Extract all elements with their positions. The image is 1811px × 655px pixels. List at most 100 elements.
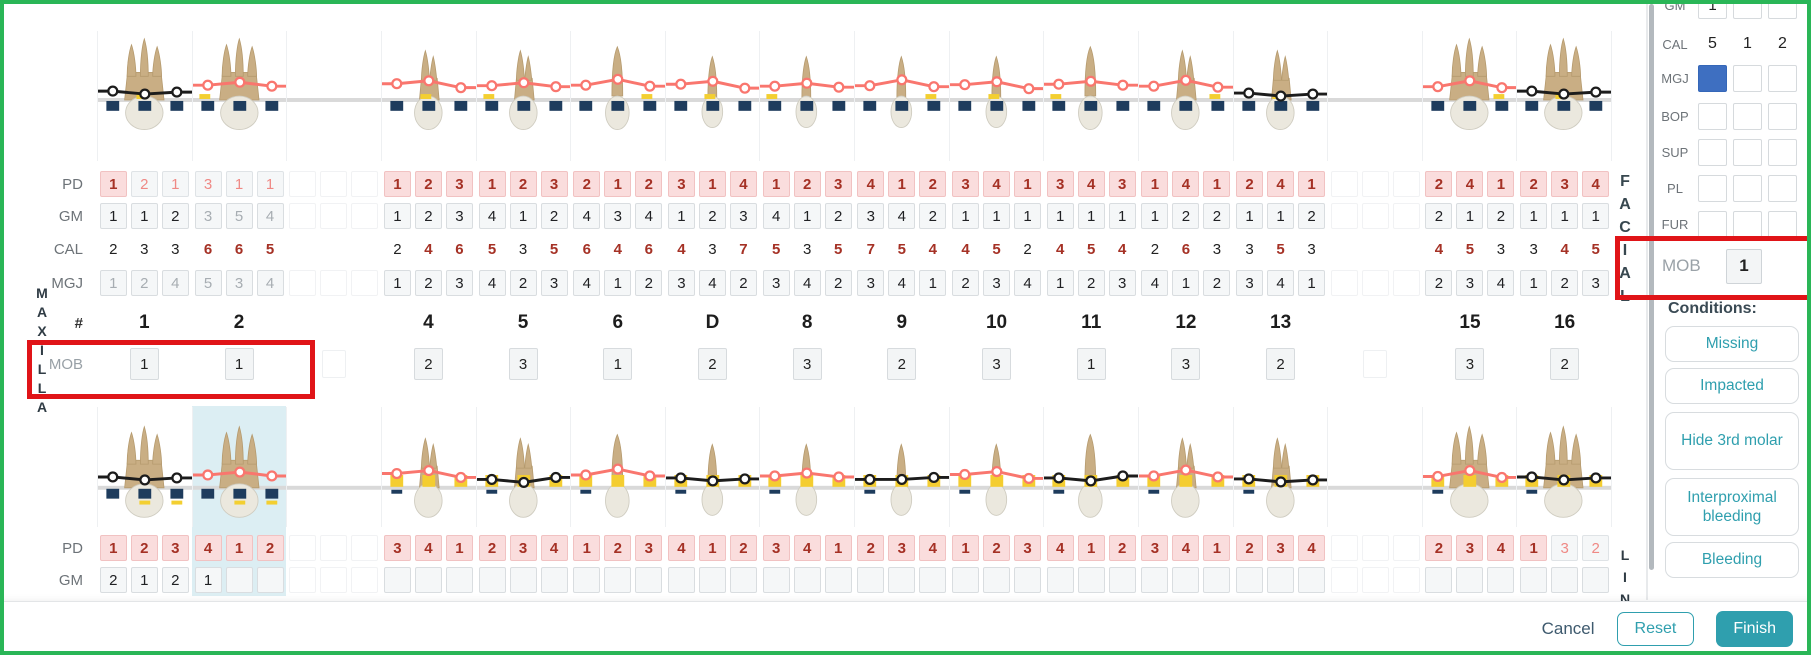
finish-button[interactable]: Finish <box>1716 610 1793 647</box>
mgj-top-cell[interactable]: 2 <box>635 270 663 296</box>
cal-top-value[interactable]: 3 <box>708 240 717 258</box>
cal-top-value[interactable]: 5 <box>549 240 559 258</box>
pd-top-cell[interactable]: 4 <box>1077 171 1105 197</box>
mgj-top-cell[interactable]: 2 <box>952 270 980 296</box>
pd-top-cell[interactable]: 1 <box>478 171 506 197</box>
sidebar-fur-cell-1[interactable] <box>1698 210 1727 238</box>
pd-bottom-cell[interactable]: 2 <box>256 535 284 561</box>
tooth-number-15[interactable]: 15 <box>1459 312 1481 333</box>
gm-bottom-cell[interactable] <box>729 567 757 593</box>
mob-cell[interactable]: 3 <box>982 348 1012 380</box>
tooth-number-D[interactable]: D <box>705 312 720 333</box>
gm-bottom-cell[interactable] <box>1298 567 1326 593</box>
sidebar-sup-cell-3[interactable] <box>1768 138 1797 166</box>
gm-bottom-cell[interactable] <box>445 567 473 593</box>
pd-bottom-cell[interactable]: 4 <box>1487 535 1515 561</box>
pd-bottom-cell[interactable]: 3 <box>1014 535 1042 561</box>
cal-top-value[interactable]: 3 <box>1307 240 1316 258</box>
tooth-graphic-8-lingual[interactable] <box>759 406 854 528</box>
pd-bottom-cell[interactable]: 1 <box>1203 535 1231 561</box>
tooth-graphic-4-facial[interactable] <box>380 30 476 162</box>
gm-top-cell[interactable]: 1 <box>1108 203 1136 229</box>
pd-bottom-cell[interactable]: 3 <box>1551 535 1579 561</box>
gm-bottom-cell[interactable] <box>1141 567 1169 593</box>
mgj-top-cell[interactable]: 4 <box>1487 270 1515 296</box>
cal-top-value[interactable]: 6 <box>582 240 591 258</box>
pd-top-cell[interactable]: 3 <box>952 171 980 197</box>
tooth-graphic-1-facial[interactable] <box>97 30 192 162</box>
pd-bottom-cell[interactable]: 1 <box>225 535 253 561</box>
gm-bottom-cell[interactable] <box>1172 567 1200 593</box>
tooth-graphic-12-facial[interactable] <box>1137 30 1233 162</box>
gm-top-cell[interactable]: 1 <box>1551 203 1579 229</box>
mgj-top-cell[interactable]: 4 <box>1014 270 1042 296</box>
gm-top-cell[interactable]: 1 <box>1582 203 1610 229</box>
pd-bottom-cell[interactable]: 1 <box>99 535 127 561</box>
mgj-top-cell[interactable]: 3 <box>225 270 253 296</box>
gm-bottom-cell[interactable] <box>1582 567 1610 593</box>
cal-top-value[interactable]: 2 <box>1023 240 1032 258</box>
tooth-number-11[interactable]: 11 <box>1081 312 1102 333</box>
tooth-number-1[interactable]: 1 <box>139 312 150 333</box>
cal-top-value[interactable]: 3 <box>518 240 528 258</box>
pd-top-cell[interactable]: 2 <box>793 171 821 197</box>
gm-bottom-cell[interactable] <box>1108 567 1136 593</box>
pd-bottom-cell[interactable]: 3 <box>635 535 663 561</box>
gm-top-cell[interactable]: 5 <box>225 203 253 229</box>
gm-top-cell[interactable]: 1 <box>1520 203 1548 229</box>
gm-top-cell[interactable]: 2 <box>1172 203 1200 229</box>
pd-bottom-cell[interactable]: 2 <box>1236 535 1264 561</box>
mgj-top-cell[interactable]: 3 <box>1456 270 1484 296</box>
mob-cell[interactable]: 1 <box>224 348 254 380</box>
mgj-top-cell[interactable]: 3 <box>762 270 790 296</box>
mgj-top-cell[interactable]: 3 <box>857 270 885 296</box>
pd-bottom-cell[interactable]: 1 <box>952 535 980 561</box>
gm-bottom-cell[interactable] <box>793 567 821 593</box>
sidebar-pl-cell-3[interactable] <box>1768 174 1797 202</box>
gm-bottom-cell[interactable] <box>1236 567 1264 593</box>
cal-top-value[interactable]: 5 <box>1465 240 1475 258</box>
pd-bottom-cell[interactable]: 1 <box>445 535 473 561</box>
sidebar-gm-cell-2[interactable] <box>1733 0 1762 19</box>
mob-cell[interactable]: 3 <box>1171 348 1201 380</box>
mgj-top-cell[interactable]: 4 <box>1141 270 1169 296</box>
mgj-top-cell[interactable]: 2 <box>1425 270 1453 296</box>
gm-top-cell[interactable]: 2 <box>1298 203 1326 229</box>
gm-top-cell[interactable]: 1 <box>383 203 411 229</box>
gm-bottom-cell[interactable] <box>952 567 980 593</box>
sidebar-sup-cell-2[interactable] <box>1733 138 1762 166</box>
cal-top-value[interactable]: 3 <box>171 240 180 258</box>
pd-top-cell[interactable]: 2 <box>1520 171 1548 197</box>
mgj-top-cell[interactable]: 4 <box>256 270 284 296</box>
mob-cell[interactable]: 2 <box>887 348 917 380</box>
condition-button-missing[interactable]: Missing <box>1665 326 1799 362</box>
tooth-number-8[interactable]: 8 <box>801 312 813 333</box>
gm-bottom-cell[interactable] <box>983 567 1011 593</box>
pd-bottom-cell[interactable]: 2 <box>130 535 158 561</box>
gm-bottom-cell[interactable] <box>1487 567 1515 593</box>
gm-bottom-cell[interactable] <box>478 567 506 593</box>
mob-cell[interactable]: 3 <box>508 348 538 380</box>
cal-top-value[interactable]: 4 <box>424 240 433 258</box>
cal-top-value[interactable]: 6 <box>644 240 653 258</box>
gm-bottom-cell[interactable] <box>1014 567 1042 593</box>
tooth-graphic-2-lingual[interactable] <box>191 406 287 528</box>
tooth-graphic-4-lingual[interactable] <box>380 406 476 528</box>
pd-bottom-cell[interactable]: 4 <box>793 535 821 561</box>
mgj-top-cell[interactable]: 4 <box>698 270 726 296</box>
gm-bottom-cell[interactable] <box>919 567 947 593</box>
sidebar-gm-cell-1[interactable]: 1 <box>1698 0 1727 19</box>
mgj-top-cell[interactable]: 1 <box>1172 270 1200 296</box>
tooth-graphic-D-lingual[interactable] <box>664 406 760 528</box>
tooth-number-2[interactable]: 2 <box>233 312 245 333</box>
gm-top-cell[interactable]: 1 <box>1046 203 1074 229</box>
mgj-top-cell[interactable]: 4 <box>793 270 821 296</box>
gm-bottom-cell[interactable] <box>698 567 726 593</box>
pd-bottom-cell[interactable]: 2 <box>1582 535 1610 561</box>
pd-top-cell[interactable]: 1 <box>1203 171 1231 197</box>
mgj-top-cell[interactable]: 3 <box>983 270 1011 296</box>
mgj-top-cell[interactable]: 3 <box>445 270 473 296</box>
tooth-number-9[interactable]: 9 <box>896 312 908 333</box>
cal-top-value[interactable]: 6 <box>203 240 213 258</box>
mob-cell[interactable]: 3 <box>1455 348 1485 380</box>
